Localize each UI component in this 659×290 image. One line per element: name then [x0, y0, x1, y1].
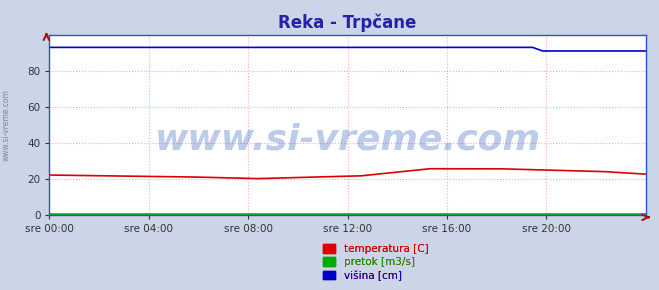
Legend: temperatura [C], pretok [m3/s], višina [cm]: temperatura [C], pretok [m3/s], višina [… — [319, 240, 432, 285]
Legend: temperatura [C], pretok [m3/s], višina [cm]: temperatura [C], pretok [m3/s], višina [… — [319, 240, 432, 285]
Text: www.si-vreme.com: www.si-vreme.com — [155, 122, 540, 156]
Text: www.si-vreme.com: www.si-vreme.com — [2, 89, 11, 161]
Title: Reka - Trpčane: Reka - Trpčane — [279, 13, 416, 32]
